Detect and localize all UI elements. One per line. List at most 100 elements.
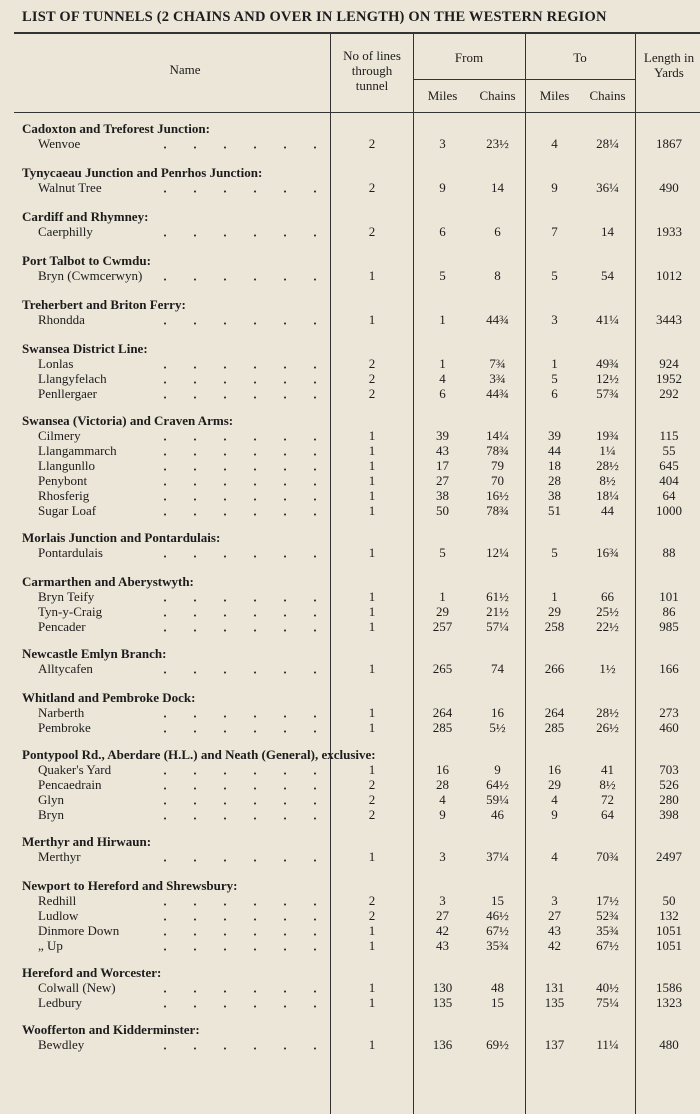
cell: 258 (544, 619, 565, 634)
col-header: Miles (427, 88, 458, 103)
group-title: Treherbert and Briton Ferry: (22, 297, 186, 312)
group-title: Cadoxton and Treforest Junction: (22, 121, 210, 136)
cell: 57¼ (486, 619, 509, 634)
cell: 39 (548, 428, 561, 443)
cell: 50 (662, 893, 676, 908)
cell: 2 (368, 807, 376, 822)
group-title: Woofferton and Kidderminster: (22, 1022, 200, 1037)
cell: 132 (659, 908, 679, 923)
cell: 1051 (656, 923, 682, 938)
group-title: Newport to Hereford and Shrewsbury: (22, 878, 238, 893)
cell: 1952 (656, 371, 682, 386)
leader (150, 488, 328, 503)
leader (150, 473, 328, 488)
cell: 1 (368, 849, 376, 864)
cell: 266 (544, 661, 565, 676)
cell: 5½ (489, 720, 506, 735)
cell: 64 (601, 807, 614, 822)
cell: 28 (548, 473, 561, 488)
cell: 5 (551, 268, 558, 283)
tunnel-name: „ Up (38, 938, 63, 953)
cell: 2 (368, 180, 376, 195)
cell: 9 (494, 762, 501, 777)
tunnel-name: Quaker's Yard (38, 762, 112, 777)
col-header: Miles (539, 88, 570, 103)
cell: 35¾ (486, 938, 509, 953)
cell: 46 (491, 807, 504, 822)
cell: 25½ (596, 604, 619, 619)
leader (150, 136, 328, 151)
leader (150, 938, 328, 953)
cell: 1 (368, 1037, 376, 1052)
tunnel-name: Wenvoe (38, 136, 81, 151)
tunnel-name: Colwall (New) (38, 980, 116, 995)
col-header: Chains (589, 88, 626, 103)
cell: 50 (436, 503, 449, 518)
cell: 29 (436, 604, 449, 619)
cell: 44¾ (486, 312, 509, 327)
group-title: Hereford and Worcester: (22, 965, 162, 980)
tunnel-name: Glyn (38, 792, 64, 807)
tunnel-name: Dinmore Down (38, 923, 120, 938)
cell: 16 (548, 762, 561, 777)
cell: 285 (432, 720, 453, 735)
group-title: Swansea (Victoria) and Craven Arms: (22, 413, 234, 428)
cell: 9 (439, 807, 446, 822)
tunnel-name: Pencaedrain (38, 777, 102, 792)
cell: 8½ (599, 473, 616, 488)
cell: 27 (436, 473, 449, 488)
cell: 3443 (656, 312, 682, 327)
cell: 38 (548, 488, 561, 503)
cell: 22½ (596, 619, 619, 634)
leader (150, 807, 328, 822)
cell: 1 (368, 458, 376, 473)
cell: 131 (544, 980, 565, 995)
cell: 257 (432, 619, 453, 634)
cell: 1 (368, 473, 376, 488)
cell: 9 (551, 807, 558, 822)
cell: 55 (662, 443, 676, 458)
cell: 1 (368, 995, 376, 1010)
col-header: No of lines through tunnel (343, 48, 401, 93)
leader (150, 849, 328, 864)
tunnel-name: Bryn (Cwmcerwyn) (38, 268, 143, 283)
cell: 5 (439, 545, 446, 560)
leader (150, 792, 328, 807)
leader (150, 386, 328, 401)
col-header: Name (169, 62, 201, 77)
group-title: Port Talbot to Cwmdu: (22, 253, 151, 268)
cell: 2 (368, 371, 376, 386)
rule (14, 112, 700, 113)
tunnel-name: Merthyr (38, 849, 81, 864)
cell: 19¾ (596, 428, 619, 443)
cell: 4 (439, 792, 446, 807)
tunnel-name: Sugar Loaf (38, 503, 97, 518)
leader (150, 589, 328, 604)
cell: 2 (368, 777, 376, 792)
cell: 6 (494, 224, 501, 239)
cell: 88 (662, 545, 676, 560)
cell: 59¼ (486, 792, 509, 807)
cell: 40½ (596, 980, 619, 995)
cell: 70¾ (596, 849, 619, 864)
tunnel-name: Ludlow (38, 908, 79, 923)
cell: 136 (432, 1037, 453, 1052)
cell: 14 (601, 224, 614, 239)
cell: 264 (544, 705, 565, 720)
tunnel-name: Narberth (38, 705, 85, 720)
leader (150, 604, 328, 619)
cell: 480 (659, 1037, 679, 1052)
cell: 79 (491, 458, 504, 473)
cell: 101 (659, 589, 679, 604)
cell: 4 (551, 849, 558, 864)
cell: 6 (439, 224, 446, 239)
group-title: Pontypool Rd., Aberdare (H.L.) and Neath… (22, 747, 376, 762)
cell: 12¼ (486, 545, 509, 560)
cell: 15 (491, 995, 504, 1010)
cell: 16 (436, 762, 449, 777)
cell: 41 (601, 762, 614, 777)
leader (150, 619, 328, 634)
cell: 37¼ (486, 849, 509, 864)
cell: 3 (439, 136, 446, 151)
leader (150, 268, 328, 283)
